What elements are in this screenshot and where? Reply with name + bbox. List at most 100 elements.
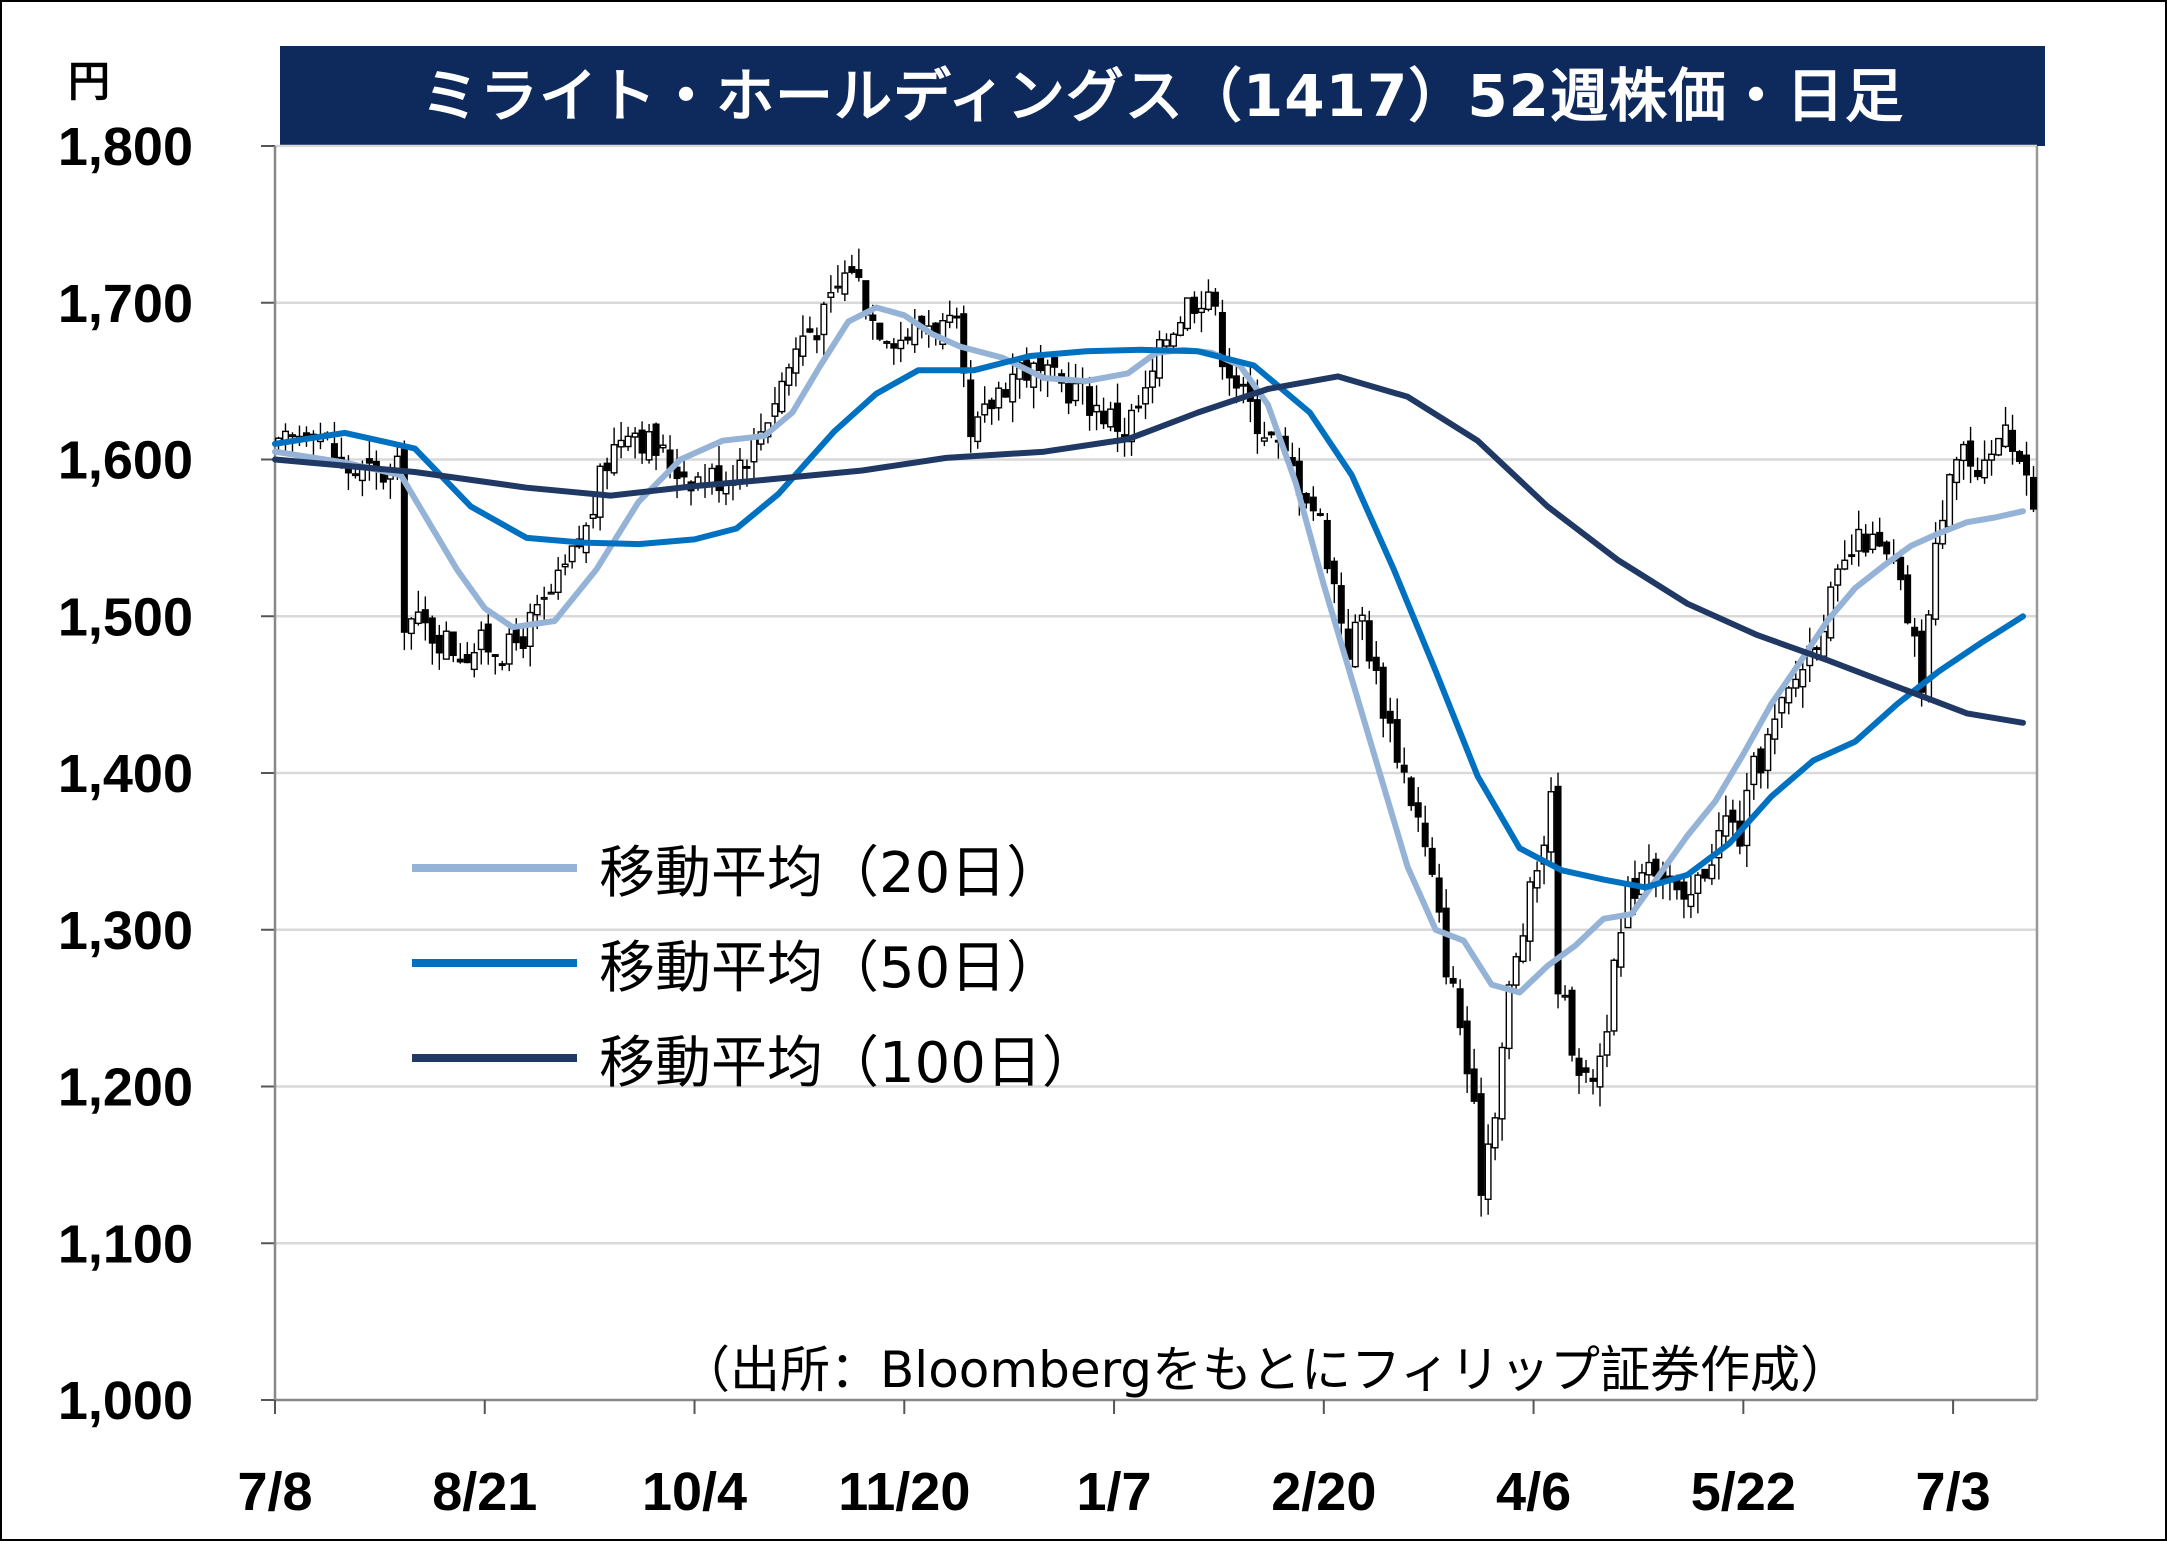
candle xyxy=(1386,697,1394,743)
candle-body-up xyxy=(624,435,632,448)
candle-body-down xyxy=(1190,296,1198,314)
candle xyxy=(470,643,478,678)
candle-body-up xyxy=(1526,881,1534,942)
candle-body-down xyxy=(2023,454,2031,476)
legend-swatch-ma50 xyxy=(412,959,577,967)
candle-body-down xyxy=(1100,410,1108,425)
candle xyxy=(792,337,800,387)
candle xyxy=(1512,952,1520,990)
candle xyxy=(1260,421,1268,447)
candle-body-down xyxy=(855,269,863,279)
candle-body-up xyxy=(1988,453,1996,461)
candle xyxy=(904,328,912,345)
candle-body-up xyxy=(1820,630,1828,657)
candle-body-up xyxy=(568,545,576,563)
candle xyxy=(561,554,569,576)
candle-body-up xyxy=(1708,864,1716,880)
candle xyxy=(1128,403,1136,456)
candle xyxy=(701,464,709,498)
candle xyxy=(1176,316,1184,337)
candle-body-up xyxy=(1491,1117,1499,1149)
candle xyxy=(1701,868,1709,882)
candle-body-down xyxy=(1589,1077,1597,1082)
candle xyxy=(442,621,450,660)
candle-body-down xyxy=(1680,881,1688,900)
candle-body-up xyxy=(1750,755,1758,786)
candle-body-up xyxy=(2002,424,2010,448)
candle xyxy=(757,413,765,451)
candle-body-down xyxy=(512,627,520,644)
candle-body-up xyxy=(1799,668,1807,688)
candle xyxy=(1995,437,2003,457)
candle xyxy=(1484,1124,1492,1215)
candle-body-down xyxy=(1002,389,1010,398)
candle-body-down xyxy=(1897,556,1905,581)
candle-body-down xyxy=(449,631,457,657)
candle-body-up xyxy=(477,629,485,651)
candle xyxy=(624,426,632,451)
candle xyxy=(491,654,499,675)
x-tick-label: 10/4 xyxy=(642,1462,747,1522)
candle xyxy=(1554,772,1562,1009)
candle xyxy=(645,423,653,464)
candle-body-up xyxy=(1995,437,2003,456)
candle xyxy=(1883,540,1891,562)
candle xyxy=(498,660,506,671)
candle-body-up xyxy=(1512,956,1520,986)
candle xyxy=(603,457,611,490)
candle-body-down xyxy=(1372,656,1380,671)
candle-body-down xyxy=(638,429,646,454)
candle-body-up xyxy=(1519,935,1527,963)
candle xyxy=(610,427,618,476)
y-tick-label: 1,400 xyxy=(58,744,193,804)
candle xyxy=(1505,980,1513,1060)
candle xyxy=(1204,279,1212,312)
candle xyxy=(820,301,828,356)
candle-body-up xyxy=(1260,437,1268,442)
candle-body-up xyxy=(1960,443,1968,462)
candle-body-down xyxy=(421,609,429,624)
candle xyxy=(1002,382,1010,398)
candle-body-up xyxy=(1687,893,1695,908)
candle xyxy=(1932,522,1940,626)
candle xyxy=(1855,510,1863,567)
candle-body-up xyxy=(1834,568,1842,586)
candle-body-down xyxy=(1442,907,1450,978)
candle xyxy=(1526,877,1534,962)
legend-label-ma100: 移動平均（100日） xyxy=(599,1030,1098,1096)
candle-body-up xyxy=(589,513,597,519)
candle-body-down xyxy=(869,314,877,321)
candle-body-up xyxy=(414,611,422,625)
candle-body-up xyxy=(1149,370,1157,388)
candle xyxy=(1764,728,1772,789)
candle xyxy=(1197,291,1205,333)
candle-body-down xyxy=(1267,431,1275,436)
candle xyxy=(1575,1048,1583,1094)
candle-body-up xyxy=(834,285,842,289)
candle-body-up xyxy=(974,416,982,443)
candle-body-up xyxy=(1610,959,1618,1032)
candle-body-down xyxy=(715,465,723,492)
candle-body-up xyxy=(1197,307,1205,314)
candle-body-up xyxy=(750,436,758,463)
candle-body-up xyxy=(897,339,905,350)
candle xyxy=(988,397,996,425)
candle-body-down xyxy=(1974,469,1982,478)
candle-body-down xyxy=(456,658,464,663)
candle xyxy=(659,434,667,453)
candle xyxy=(813,327,821,354)
candle xyxy=(1841,540,1849,571)
candle xyxy=(785,363,793,396)
candle xyxy=(897,321,905,363)
candle xyxy=(1680,873,1688,919)
candle xyxy=(1414,787,1422,832)
legend-swatch-ma100 xyxy=(412,1054,577,1062)
candle-body-down xyxy=(603,462,611,472)
candle xyxy=(484,609,492,665)
candle xyxy=(834,265,842,293)
candle-body-up xyxy=(526,611,534,648)
candle xyxy=(946,300,954,329)
candle-body-down xyxy=(1086,386,1094,416)
candle xyxy=(1379,662,1387,738)
candle-body-up xyxy=(1925,614,1933,701)
